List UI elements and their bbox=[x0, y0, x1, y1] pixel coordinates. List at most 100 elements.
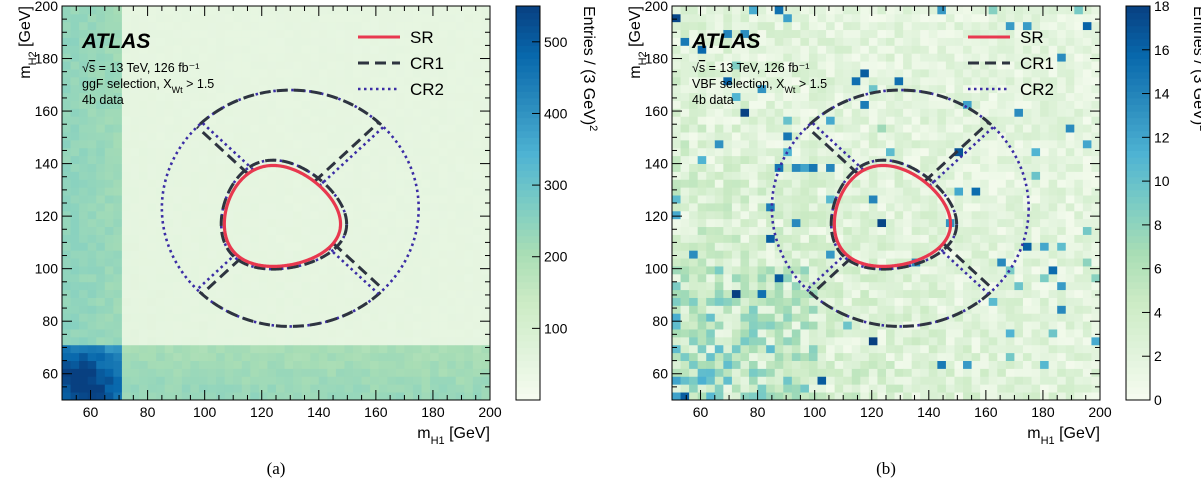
annotation-line: √s = 13 TeV, 126 fb⁻¹ bbox=[82, 61, 199, 75]
heatmap-cell bbox=[344, 210, 354, 220]
heatmap-cell bbox=[121, 226, 131, 235]
heatmap-cell bbox=[327, 313, 337, 322]
heatmap-cell bbox=[233, 273, 243, 283]
heatmap-cell bbox=[928, 108, 938, 117]
heatmap-cell bbox=[164, 179, 174, 188]
heatmap-cell bbox=[113, 100, 123, 109]
heatmap-cell bbox=[723, 281, 733, 291]
heatmap-cell bbox=[404, 344, 414, 354]
heatmap-cell bbox=[104, 226, 114, 235]
heatmap-cell bbox=[834, 13, 844, 23]
heatmap-cell bbox=[104, 321, 114, 330]
heatmap-cell bbox=[250, 69, 260, 78]
heatmap-cell bbox=[258, 258, 268, 267]
heatmap-cell bbox=[1005, 163, 1015, 172]
heatmap-cell bbox=[997, 124, 1007, 133]
heatmap-cell bbox=[301, 218, 311, 228]
heatmap-cell bbox=[455, 108, 465, 117]
colorbar-segment bbox=[516, 373, 540, 381]
heatmap-cell bbox=[216, 195, 226, 204]
heatmap-cell bbox=[928, 313, 938, 322]
colorbar-segment bbox=[516, 380, 540, 388]
heatmap-cell bbox=[87, 368, 97, 377]
heatmap-cell bbox=[216, 226, 226, 235]
heatmap-cell bbox=[783, 234, 793, 243]
heatmap-cell bbox=[250, 203, 260, 212]
heatmap-cell bbox=[774, 352, 784, 361]
heatmap-cell bbox=[207, 92, 217, 101]
heatmap-cell bbox=[62, 360, 71, 369]
heatmap-cell bbox=[361, 329, 371, 338]
heatmap-cell bbox=[877, 203, 887, 212]
heatmap-cell bbox=[800, 45, 810, 54]
heatmap-cell bbox=[766, 53, 776, 62]
heatmap-cell bbox=[121, 210, 131, 220]
heatmap-cell bbox=[207, 344, 217, 354]
heatmap-cell bbox=[130, 84, 140, 94]
heatmap-cell bbox=[920, 61, 930, 70]
heatmap-cell bbox=[96, 21, 106, 31]
heatmap-cell bbox=[714, 195, 724, 204]
heatmap-cell bbox=[481, 76, 491, 86]
heatmap-cell bbox=[267, 100, 277, 109]
heatmap-cell bbox=[370, 100, 380, 109]
heatmap-cell bbox=[412, 76, 422, 86]
heatmap-cell bbox=[963, 250, 972, 259]
heatmap-cell bbox=[267, 218, 277, 228]
heatmap-cell bbox=[774, 155, 784, 164]
heatmap-cell bbox=[783, 147, 793, 157]
heatmap-cell bbox=[937, 163, 947, 172]
heatmap-cell bbox=[276, 203, 285, 212]
heatmap-cell bbox=[800, 234, 810, 243]
heatmap-cell bbox=[886, 100, 895, 109]
heatmap-cell bbox=[276, 226, 285, 235]
heatmap-cell bbox=[472, 242, 482, 251]
heatmap-cell bbox=[156, 21, 166, 31]
heatmap-cell bbox=[911, 226, 921, 235]
heatmap-cell bbox=[104, 76, 114, 86]
heatmap-cell bbox=[1048, 116, 1058, 125]
heatmap-cell bbox=[680, 297, 690, 306]
heatmap-cell bbox=[284, 132, 294, 141]
heatmap-cell bbox=[1040, 61, 1050, 70]
heatmap-cell bbox=[1031, 155, 1041, 164]
heatmap-cell bbox=[421, 297, 431, 306]
heatmap-cell bbox=[70, 53, 80, 62]
heatmap-cell bbox=[113, 360, 123, 369]
heatmap-cell bbox=[87, 108, 97, 117]
heatmap-cell bbox=[156, 313, 166, 322]
heatmap-cell bbox=[791, 203, 801, 212]
heatmap-cell bbox=[421, 234, 431, 243]
heatmap-cell bbox=[766, 321, 776, 330]
heatmap-cell bbox=[911, 132, 921, 141]
heatmap-cell bbox=[731, 360, 741, 369]
heatmap-cell bbox=[903, 203, 913, 212]
heatmap-cell bbox=[139, 210, 148, 220]
heatmap-cell bbox=[723, 344, 733, 354]
heatmap-cell bbox=[834, 163, 844, 172]
heatmap-cell bbox=[327, 392, 337, 401]
heatmap-cell bbox=[1014, 218, 1024, 228]
heatmap-cell bbox=[689, 313, 699, 322]
heatmap-cell bbox=[276, 100, 285, 109]
heatmap-cell bbox=[121, 289, 131, 298]
heatmap-cell bbox=[894, 139, 904, 149]
heatmap-cell bbox=[87, 226, 97, 235]
heatmap-cell bbox=[181, 6, 191, 15]
heatmap-cell bbox=[395, 210, 405, 220]
heatmap-cell bbox=[250, 352, 260, 361]
heatmap-cell bbox=[834, 132, 844, 141]
heatmap-cell bbox=[190, 108, 200, 117]
heatmap-cell bbox=[1048, 108, 1058, 117]
heatmap-cell bbox=[980, 258, 990, 267]
heatmap-cell bbox=[412, 297, 422, 306]
heatmap-cell bbox=[1014, 360, 1024, 369]
heatmap-cell bbox=[96, 352, 106, 361]
heatmap-cell bbox=[980, 210, 990, 220]
heatmap-cell bbox=[293, 273, 303, 283]
heatmap-cell bbox=[430, 266, 440, 275]
heatmap-cell bbox=[903, 266, 913, 275]
heatmap-cell bbox=[387, 45, 397, 54]
heatmap-cell bbox=[310, 218, 320, 228]
heatmap-cell bbox=[783, 281, 793, 291]
